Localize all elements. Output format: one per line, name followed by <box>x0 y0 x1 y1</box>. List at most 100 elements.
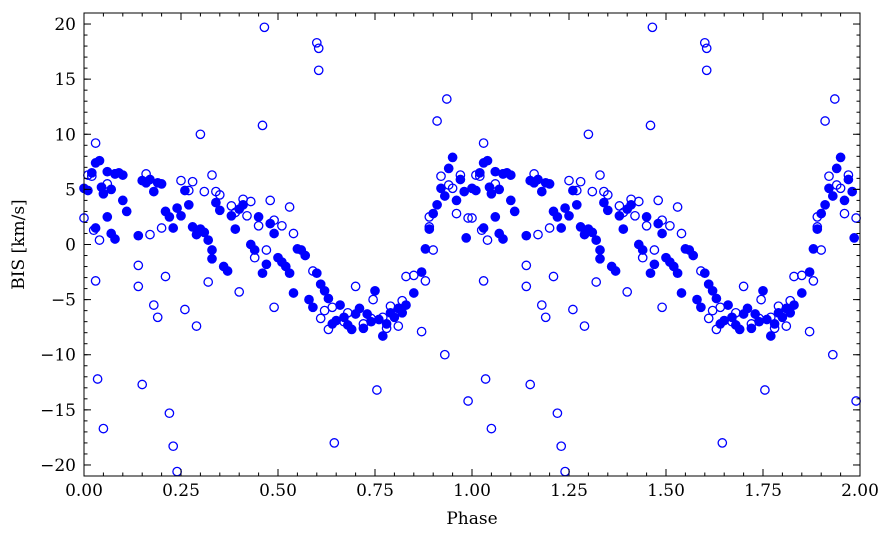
filled-point-4-repeat <box>482 155 493 166</box>
open-point-8-repeat <box>486 423 497 434</box>
open-point-20 <box>164 408 175 419</box>
axis-ticks <box>83 12 861 477</box>
open-point-73 <box>408 270 419 281</box>
open-point-57 <box>323 324 334 335</box>
open-point-82 <box>441 94 452 104</box>
open-point-36 <box>234 287 245 297</box>
open-point-14-repeat <box>529 169 539 179</box>
y-tick-label: −5 <box>51 291 76 311</box>
filled-point-13 <box>117 195 128 206</box>
open-point-80-repeat <box>824 171 834 182</box>
filled-point-81-repeat <box>765 331 776 341</box>
open-point-3-repeat <box>476 225 487 236</box>
y-tick-label: 0 <box>65 236 76 256</box>
filled-point-37 <box>207 245 217 255</box>
open-point-6-repeat <box>480 374 491 384</box>
open-point-19-repeat <box>548 271 559 282</box>
filled-point-70-repeat <box>723 300 733 310</box>
open-point-1-repeat <box>471 170 481 180</box>
open-point-46 <box>269 215 279 226</box>
open-point-46-repeat <box>657 215 667 226</box>
open-point-23-repeat <box>564 175 574 186</box>
open-point-70 <box>393 321 404 331</box>
open-point-30-repeat <box>591 277 602 287</box>
open-point-31 <box>207 170 217 180</box>
filled-point-49-repeat <box>641 212 652 222</box>
open-point-33 <box>214 190 225 200</box>
open-point-18-repeat <box>544 223 555 233</box>
open-point-61 <box>342 307 353 318</box>
open-point-4 <box>90 276 101 286</box>
open-point-69-repeat <box>773 301 784 312</box>
tick-labels: 0.00 0.25 0.50 0.75 1.00 1.25 1.50 1.75 2.00 −20 −… <box>40 15 879 501</box>
data-points <box>79 22 861 477</box>
open-point-77-repeat <box>812 222 823 232</box>
open-point-15 <box>145 229 155 240</box>
open-point-87-repeat <box>851 213 861 223</box>
y-tick-label: −15 <box>40 401 76 421</box>
open-point-21 <box>168 441 179 452</box>
filled-point-18-repeat <box>521 230 532 241</box>
open-point-80 <box>436 171 446 182</box>
filled-point-63-repeat <box>696 302 706 313</box>
open-point-18 <box>156 223 167 233</box>
open-point-63-repeat <box>746 319 757 329</box>
y-tick-label: −10 <box>40 346 76 366</box>
open-point-50-repeat <box>676 228 687 239</box>
open-point-16-repeat <box>536 300 547 310</box>
open-point-39 <box>245 196 256 207</box>
x-tick-label: 1.75 <box>744 481 782 501</box>
open-point-67-repeat <box>765 312 776 323</box>
filled-point-1-repeat <box>471 185 481 196</box>
filled-point-100 <box>459 186 470 197</box>
filled-point-89-repeat <box>804 267 815 277</box>
open-point-58-repeat <box>715 302 726 313</box>
filled-point-88-repeat <box>796 288 807 298</box>
filled-point-48-repeat <box>637 245 648 255</box>
filled-point-57 <box>284 268 295 279</box>
filled-point-49 <box>253 212 264 222</box>
open-point-71 <box>397 295 408 306</box>
open-point-78 <box>428 245 439 255</box>
open-point-85 <box>451 208 462 219</box>
open-point-63 <box>358 319 369 329</box>
filled-point-11 <box>117 170 128 180</box>
open-point-2-repeat <box>474 171 485 182</box>
open-point-77 <box>424 222 435 232</box>
filled-point-98 <box>451 195 462 206</box>
filled-point-93-repeat <box>820 199 830 210</box>
x-tick-label: 1.50 <box>647 481 685 501</box>
open-point-47 <box>269 302 279 313</box>
filled-point-84 <box>389 312 400 323</box>
filled-point-12 <box>121 206 132 217</box>
open-point-9-repeat <box>490 179 501 189</box>
filled-point-84-repeat <box>777 312 788 323</box>
filled-point-36-repeat <box>591 235 602 245</box>
open-point-23 <box>176 175 186 186</box>
open-point-44 <box>261 245 272 255</box>
open-point-79-repeat <box>820 116 830 126</box>
x-tick-label: 0.00 <box>65 481 103 501</box>
y-axis-title: BIS [km/s] <box>9 199 29 289</box>
filled-point-6-repeat <box>486 188 497 199</box>
open-point-59 <box>329 438 340 448</box>
open-point-28 <box>195 129 206 140</box>
open-point-38-repeat <box>630 210 640 221</box>
open-point-48-repeat <box>665 220 675 231</box>
open-point-25-repeat <box>571 185 582 196</box>
open-point-74-repeat <box>804 326 815 337</box>
open-point-60 <box>339 316 349 327</box>
open-point-0-repeat <box>467 213 477 223</box>
filled-point-57-repeat <box>672 268 683 279</box>
filled-point-44-repeat <box>618 224 629 234</box>
open-point-26-repeat <box>575 176 586 187</box>
filled-point-51-repeat <box>649 259 660 270</box>
open-point-66-repeat <box>760 385 770 395</box>
open-point-49 <box>284 202 295 212</box>
filled-point-32 <box>187 222 198 232</box>
filled-point-96 <box>443 163 454 174</box>
open-point-41-repeat <box>641 220 652 231</box>
filled-point-42 <box>222 266 233 276</box>
filled-point-101 <box>461 233 472 243</box>
